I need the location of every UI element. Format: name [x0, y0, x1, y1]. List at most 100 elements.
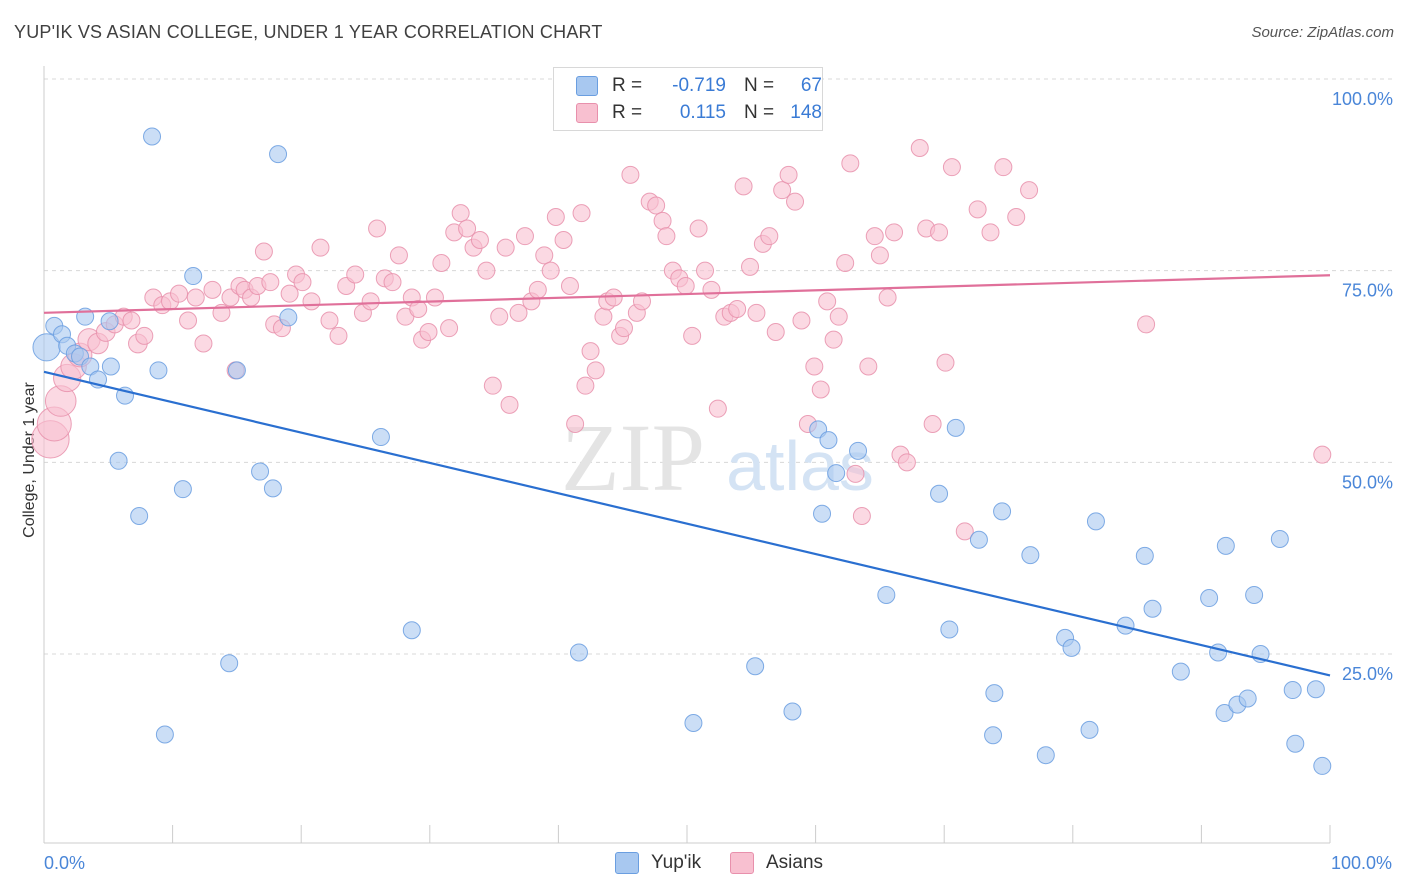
asians-point — [734, 177, 753, 196]
asians-point — [632, 292, 651, 311]
yupik-point — [993, 502, 1012, 521]
tick-labels: 25.0% 50.0% 75.0% 100.0% 0.0% 100.0% — [44, 89, 1393, 873]
asians-point — [346, 265, 365, 284]
yupik-point — [1021, 546, 1040, 565]
asians-point — [942, 158, 961, 177]
asians-point — [1020, 181, 1039, 200]
bottom-legend-label-asians: Asians — [766, 852, 824, 873]
yupik-point — [143, 127, 162, 146]
asians-point — [581, 342, 600, 361]
yupik-point — [877, 585, 896, 604]
asians-point — [689, 219, 708, 238]
asians-point — [936, 353, 955, 372]
yupik-point — [227, 361, 246, 380]
asians-point — [515, 227, 534, 246]
y-tick-label: 25.0% — [1342, 664, 1393, 684]
asians-point — [483, 376, 502, 395]
yupik-point — [1306, 680, 1325, 699]
yupik-point — [1238, 689, 1257, 708]
asians-point — [186, 288, 205, 307]
yupik-point — [1200, 589, 1219, 608]
asians-point — [586, 361, 605, 380]
x-tick-label: 100.0% — [1331, 853, 1392, 873]
asians-point — [766, 323, 785, 341]
correlation-legend: R = -0.719 N = 67 R = 0.115 N = 148 — [553, 67, 823, 131]
asians-point — [741, 257, 760, 276]
asians-point — [458, 219, 477, 238]
asians-point — [779, 165, 798, 184]
asians-point — [653, 211, 672, 230]
asians-point — [135, 326, 154, 345]
legend-swatch-yupik — [576, 76, 598, 96]
asians-point — [836, 254, 855, 272]
asians-point — [302, 292, 321, 311]
asians-point — [994, 158, 1013, 177]
asians-point — [846, 464, 865, 483]
asians-point — [865, 227, 884, 246]
y-tick-label: 100.0% — [1332, 89, 1393, 109]
yupik-point — [109, 451, 128, 470]
yupik-point — [746, 657, 765, 676]
bottom-legend-swatch-asians — [730, 852, 754, 874]
watermark-zip: ZIP — [561, 404, 705, 511]
asians-point — [930, 223, 949, 242]
yupik-point — [985, 684, 1004, 703]
asians-point — [870, 246, 889, 265]
yupik-point — [155, 725, 174, 744]
asians-point — [760, 227, 779, 246]
asians-point — [535, 246, 554, 265]
asians-point — [368, 219, 387, 238]
asians-point — [528, 280, 547, 299]
watermark: ZIP atlas — [561, 404, 874, 511]
asians-point — [702, 280, 721, 299]
yupik-point — [173, 480, 192, 499]
legend-r-label: R = — [612, 102, 643, 123]
asians-point — [981, 223, 1000, 242]
yupik-point — [783, 702, 802, 721]
yupik-point — [1036, 746, 1055, 765]
asians-point — [383, 273, 402, 292]
yupik-point — [1086, 512, 1105, 531]
yupik-point — [819, 431, 838, 450]
asians-point — [389, 246, 408, 265]
asians-point — [500, 395, 519, 414]
yupik-point — [1143, 599, 1162, 618]
yupik-point — [1245, 585, 1264, 604]
asians-point — [1007, 208, 1026, 226]
y-tick-label: 50.0% — [1342, 472, 1393, 492]
yupik-point — [684, 714, 703, 732]
yupik-point — [940, 620, 959, 639]
asians-point — [122, 311, 141, 330]
asians-point — [747, 303, 766, 322]
asians-point — [647, 196, 666, 215]
asians-point — [194, 334, 213, 353]
watermark-atlas: atlas — [726, 427, 874, 505]
asians-point — [614, 319, 633, 338]
asians-point — [509, 303, 528, 322]
y-tick-label: 75.0% — [1342, 281, 1393, 301]
asians-point — [885, 223, 904, 242]
bottom-legend-swatch-yupik — [615, 852, 639, 874]
asians-point — [923, 415, 942, 433]
asians-point — [432, 254, 451, 272]
asians-point — [792, 311, 811, 330]
asians-point — [419, 323, 438, 341]
asians-point — [293, 273, 312, 292]
yupik-point — [371, 428, 390, 447]
legend-r-value: 0.115 — [679, 102, 726, 123]
yupik-point — [1209, 643, 1228, 662]
yupik-point — [946, 418, 965, 437]
asians-point — [477, 261, 496, 280]
yupik-point — [1215, 704, 1234, 723]
bottom-legend-yupik: Yup'ik — [615, 852, 701, 874]
asians-point — [409, 300, 428, 318]
yupik-point — [984, 726, 1003, 745]
x-tick-label: 0.0% — [44, 853, 85, 873]
asians-point — [728, 300, 747, 318]
asians-point — [859, 357, 878, 376]
asians-point — [786, 192, 805, 211]
legend-n-label: N = — [744, 75, 775, 96]
yupik-point — [1216, 536, 1235, 555]
asians-point — [897, 453, 916, 472]
